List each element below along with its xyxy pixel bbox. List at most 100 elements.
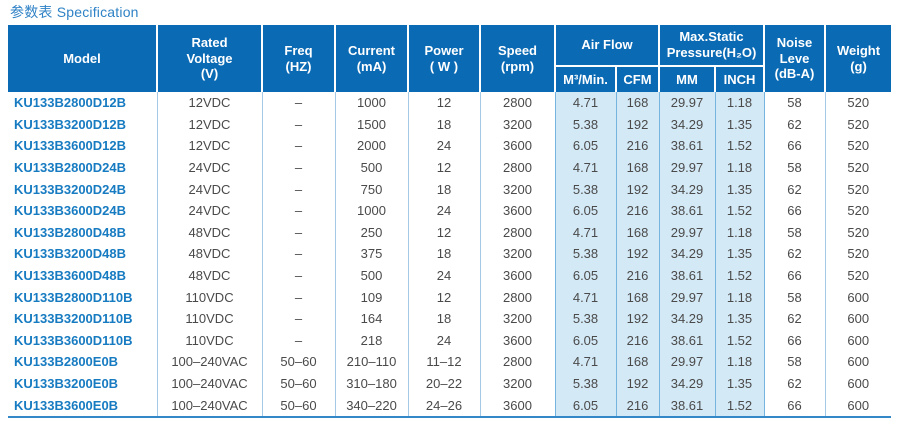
model-cell: KU133B3200D48B: [14, 246, 127, 262]
spec-cell-current_ma: 310–180: [334, 372, 408, 395]
spec-cell-airflow_m3min: 6.05: [554, 135, 616, 157]
spec-cell-weight_g: 600: [824, 394, 891, 417]
spec-cell-current_ma: 250: [334, 221, 408, 244]
spec-cell-freq_hz: –: [261, 178, 335, 200]
spec-cell-current_ma: 500: [334, 156, 408, 179]
spec-cell-noise_dba: 66: [763, 135, 825, 157]
spec-cell-pressure_mm: 29.97: [658, 351, 715, 373]
spec-cell-rated_voltage: 24VDC: [156, 156, 262, 179]
spec-cell-pressure_inch: 1.18: [714, 286, 764, 308]
spec-cell-current_ma: 340–220: [334, 394, 408, 417]
spec-cell-freq_hz: –: [261, 264, 335, 287]
spec-cell-weight_g: 520: [824, 156, 891, 179]
spec-cell-airflow_cfm: 216: [615, 199, 659, 222]
spec-cell-pressure_mm: 38.61: [658, 135, 715, 157]
spec-cell-speed_rpm: 3200: [479, 307, 555, 330]
spec-cell-power_w: 18: [407, 307, 480, 330]
table-row: KU133B3600D48B 48VDC –500 24 3600 6.05 216 38.6…: [8, 264, 891, 287]
spec-cell-speed_rpm: 3600: [479, 135, 555, 157]
table-row: KU133B3600D110B 110VDC –218 24 3600 6.05 216 38…: [8, 329, 891, 352]
specification-page: 参数表 Specification Model Rated Voltage (V…: [8, 4, 891, 418]
table-row: KU133B3200D24B 24VDC –750 18 3200 5.38 192 34.2…: [8, 178, 891, 200]
spec-cell-pressure_mm: 34.29: [658, 372, 715, 395]
col-header-noise: Noise Leve (dB-A): [763, 25, 825, 92]
spec-cell-airflow_cfm: 168: [615, 221, 659, 244]
col-header-air-flow: Air Flow: [554, 25, 659, 66]
spec-cell-freq_hz: –: [261, 329, 335, 352]
spec-cell-airflow_m3min: 5.38: [554, 372, 616, 395]
page-title: 参数表 Specification: [10, 4, 139, 20]
spec-cell-speed_rpm: 2800: [479, 286, 555, 308]
spec-cell-power_w: 18: [407, 113, 480, 136]
spec-cell-pressure_inch: 1.35: [714, 178, 764, 200]
spec-cell-airflow_m3min: 4.71: [554, 221, 616, 244]
spec-cell-power_w: 24: [407, 264, 480, 287]
spec-cell-power_w: 24: [407, 199, 480, 222]
spec-cell-noise_dba: 58: [763, 92, 825, 114]
spec-cell-power_w: 18: [407, 243, 480, 265]
spec-cell-airflow_cfm: 192: [615, 113, 659, 136]
spec-cell-rated_voltage: 110VDC: [156, 307, 262, 330]
table-row: KU133B2800D12B 12VDC –1000 12 2800 4.71 168 29.…: [8, 92, 891, 114]
spec-cell-current_ma: 109: [334, 286, 408, 308]
spec-cell-current_ma: 1000: [334, 92, 408, 114]
spec-cell-power_w: 12: [407, 92, 480, 114]
spec-cell-airflow_cfm: 216: [615, 264, 659, 287]
model-cell: KU133B2800D24B: [14, 160, 127, 176]
table-row: KU133B2800D24B 24VDC –500 12 2800 4.71 168 29.9…: [8, 156, 891, 179]
spec-cell-pressure_inch: 1.35: [714, 307, 764, 330]
spec-cell-rated_voltage: 100–240VAC: [156, 372, 262, 395]
spec-cell-freq_hz: –: [261, 243, 335, 265]
spec-cell-airflow_cfm: 168: [615, 92, 659, 114]
spec-cell-speed_rpm: 3200: [479, 372, 555, 395]
spec-cell-pressure_inch: 1.35: [714, 113, 764, 136]
spec-cell-power_w: 24: [407, 135, 480, 157]
spec-cell-airflow_m3min: 4.71: [554, 286, 616, 308]
spec-cell-current_ma: 750: [334, 178, 408, 200]
model-cell: KU133B2800D12B: [14, 95, 127, 111]
spec-cell-airflow_cfm: 168: [615, 351, 659, 373]
spec-cell-pressure_inch: 1.35: [714, 243, 764, 265]
spec-cell-noise_dba: 58: [763, 221, 825, 244]
spec-cell-rated_voltage: 24VDC: [156, 199, 262, 222]
spec-cell-speed_rpm: 3600: [479, 199, 555, 222]
col-header-current: Current (mA): [334, 25, 408, 92]
spec-cell-freq_hz: –: [261, 92, 335, 114]
spec-cell-speed_rpm: 3600: [479, 329, 555, 352]
spec-cell-power_w: 24–26: [407, 394, 480, 417]
spec-cell-pressure_inch: 1.18: [714, 221, 764, 244]
model-cell: KU133B2800D110B: [14, 289, 133, 305]
spec-cell-pressure_inch: 1.35: [714, 372, 764, 395]
spec-cell-current_ma: 375: [334, 243, 408, 265]
model-cell: KU133B2800E0B: [14, 354, 119, 370]
spec-cell-pressure_inch: 1.18: [714, 92, 764, 114]
spec-cell-airflow_cfm: 192: [615, 243, 659, 265]
spec-cell-pressure_mm: 29.97: [658, 156, 715, 179]
subcol-header-cfm: CFM: [615, 65, 659, 92]
spec-cell-weight_g: 520: [824, 178, 891, 200]
spec-cell-pressure_mm: 38.61: [658, 394, 715, 417]
model-cell: KU133B3600D48B: [14, 268, 127, 284]
spec-cell-pressure_mm: 34.29: [658, 113, 715, 136]
spec-cell-airflow_m3min: 4.71: [554, 351, 616, 373]
table-row: KU133B2800D110B 110VDC –109 12 2800 4.71 168 29…: [8, 286, 891, 308]
spec-cell-airflow_m3min: 4.71: [554, 156, 616, 179]
spec-cell-weight_g: 600: [824, 329, 891, 352]
spec-cell-airflow_cfm: 216: [615, 329, 659, 352]
spec-cell-airflow_m3min: 6.05: [554, 199, 616, 222]
spec-cell-rated_voltage: 48VDC: [156, 221, 262, 244]
spec-cell-current_ma: 218: [334, 329, 408, 352]
spec-cell-speed_rpm: 2800: [479, 351, 555, 373]
spec-cell-power_w: 18: [407, 178, 480, 200]
spec-cell-airflow_cfm: 216: [615, 394, 659, 417]
spec-cell-power_w: 12: [407, 286, 480, 308]
spec-cell-pressure_inch: 1.18: [714, 351, 764, 373]
spec-cell-current_ma: 2000: [334, 135, 408, 157]
spec-cell-weight_g: 520: [824, 92, 891, 114]
spec-cell-rated_voltage: 12VDC: [156, 113, 262, 136]
spec-cell-weight_g: 520: [824, 221, 891, 244]
spec-cell-freq_hz: –: [261, 135, 335, 157]
spec-cell-noise_dba: 66: [763, 329, 825, 352]
spec-cell-weight_g: 520: [824, 243, 891, 265]
spec-cell-weight_g: 520: [824, 199, 891, 222]
